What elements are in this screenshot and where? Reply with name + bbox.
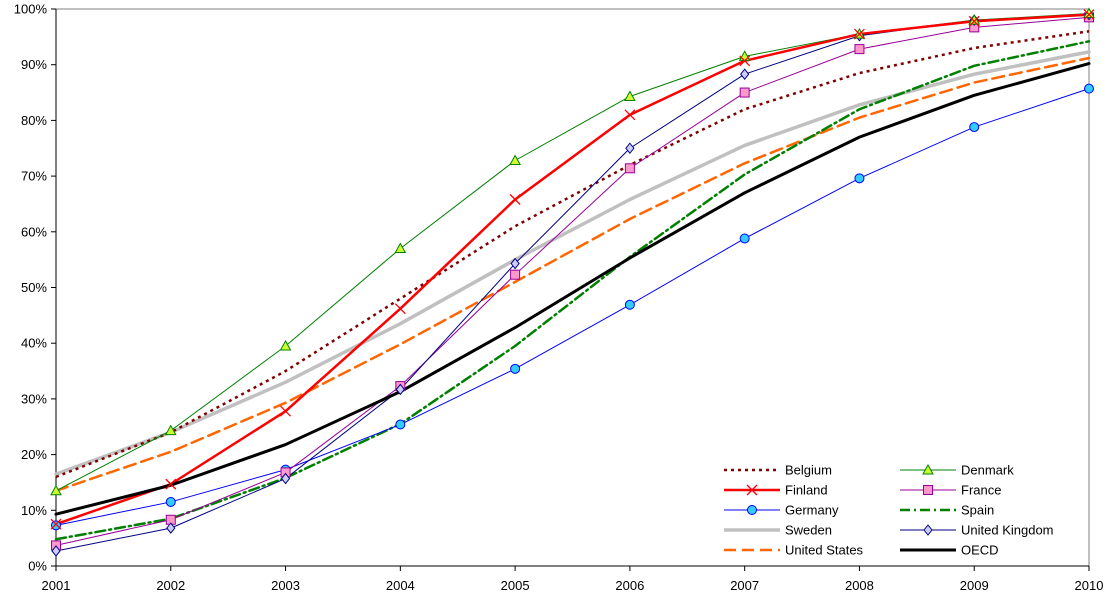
legend-label: OECD [961,543,999,558]
legend-label: France [961,483,1001,498]
x-tick-label: 2010 [1075,578,1104,593]
legend-marker [923,524,933,536]
y-tick-label: 10% [21,503,47,518]
data-point-denmark [164,424,177,436]
legend-item-finland: Finland [724,483,828,498]
data-point-denmark [394,242,407,254]
legend-label: Belgium [785,463,832,478]
y-tick-label: 30% [21,391,47,406]
data-point-finland [50,518,62,530]
data-point-germany [165,496,176,507]
data-point-germany [624,299,635,310]
y-tick-label: 0% [28,559,47,574]
series-line-oecd [54,62,1091,516]
x-tick-label: 2002 [156,578,185,593]
data-point-france [510,269,521,280]
y-tick-label: 70% [21,169,47,184]
legend-item-spain: Spain [900,503,994,518]
data-point-united-kingdom [51,545,61,557]
data-point-germany [395,419,406,430]
legend-item-denmark: Denmark [900,463,1014,478]
series-line-united-states [54,56,1091,493]
data-point-denmark [509,154,521,166]
data-point-united-kingdom [395,383,405,396]
data-point-finland [280,405,292,417]
data-point-finland [509,194,521,205]
data-point-finland [968,15,980,27]
data-point-united-kingdom [280,472,291,485]
y-tick-label: 90% [21,57,47,72]
data-point-germany [854,173,865,184]
data-point-france [624,163,635,174]
legend-label: Sweden [785,523,832,538]
x-tick-label: 2006 [615,578,644,593]
data-point-germany [51,520,61,531]
series-line-belgium [55,30,1090,479]
legend: Belgium Denmark Finland France Germany Spain S… [724,463,1054,558]
legend-label: Spain [961,503,994,518]
legend-item-germany: Germany [724,503,839,518]
legend-marker [746,484,758,496]
y-tick-label: 60% [21,224,47,239]
x-tick-label: 2008 [845,578,874,593]
data-point-denmark [50,484,62,496]
legend-label: United Kingdom [961,523,1054,538]
series-line-germany [55,88,1090,526]
data-point-united-kingdom [625,142,635,155]
data-point-united-kingdom [510,257,520,270]
y-tick-label: 100% [14,2,48,17]
data-point-finland [739,55,751,67]
legend-item-united-kingdom: United Kingdom [900,523,1054,538]
legend-label: Denmark [961,463,1014,478]
legend-label: Finland [785,483,828,498]
x-tick-label: 2005 [501,578,530,593]
series-line-spain [54,40,1091,541]
data-point-germany [739,233,750,244]
data-point-denmark [279,339,292,351]
data-point-finland [624,109,636,121]
data-point-united-kingdom [166,522,176,534]
data-point-germany [1084,83,1094,94]
legend-marker [923,485,933,495]
data-point-germany [969,122,980,133]
legend-marker [922,463,934,475]
data-point-finland [853,28,865,40]
legend-item-france: France [900,483,1001,498]
series-line-finland [54,13,1091,526]
legend-item-belgium: Belgium [724,463,832,478]
legend-item-oecd: OECD [900,543,999,558]
data-point-finland [1083,9,1095,21]
x-tick-label: 2003 [271,578,300,593]
data-point-france [854,44,865,55]
y-tick-label: 80% [21,113,47,128]
x-tick-label: 2004 [386,578,415,593]
data-point-denmark [624,90,636,101]
y-tick-label: 50% [21,280,47,295]
legend-item-sweden: Sweden [724,523,832,538]
data-point-finland [394,303,406,315]
legend-item-united-states: United States [724,543,864,558]
y-tick-label: 20% [21,447,47,462]
data-point-germany [510,363,521,374]
y-tick-label: 40% [21,336,47,351]
x-tick-label: 2009 [960,578,989,593]
x-tick-label: 2007 [730,578,759,593]
legend-marker [747,505,757,515]
data-point-finland [165,478,177,490]
plot-area [55,8,1090,567]
x-tick-label: 2001 [42,578,71,593]
series-line-france [55,16,1090,546]
legend-label: Germany [785,503,839,518]
data-point-france [739,87,750,98]
data-point-united-kingdom [740,68,750,80]
series-line-sweden [54,50,1091,476]
legend-label: United States [785,543,864,558]
